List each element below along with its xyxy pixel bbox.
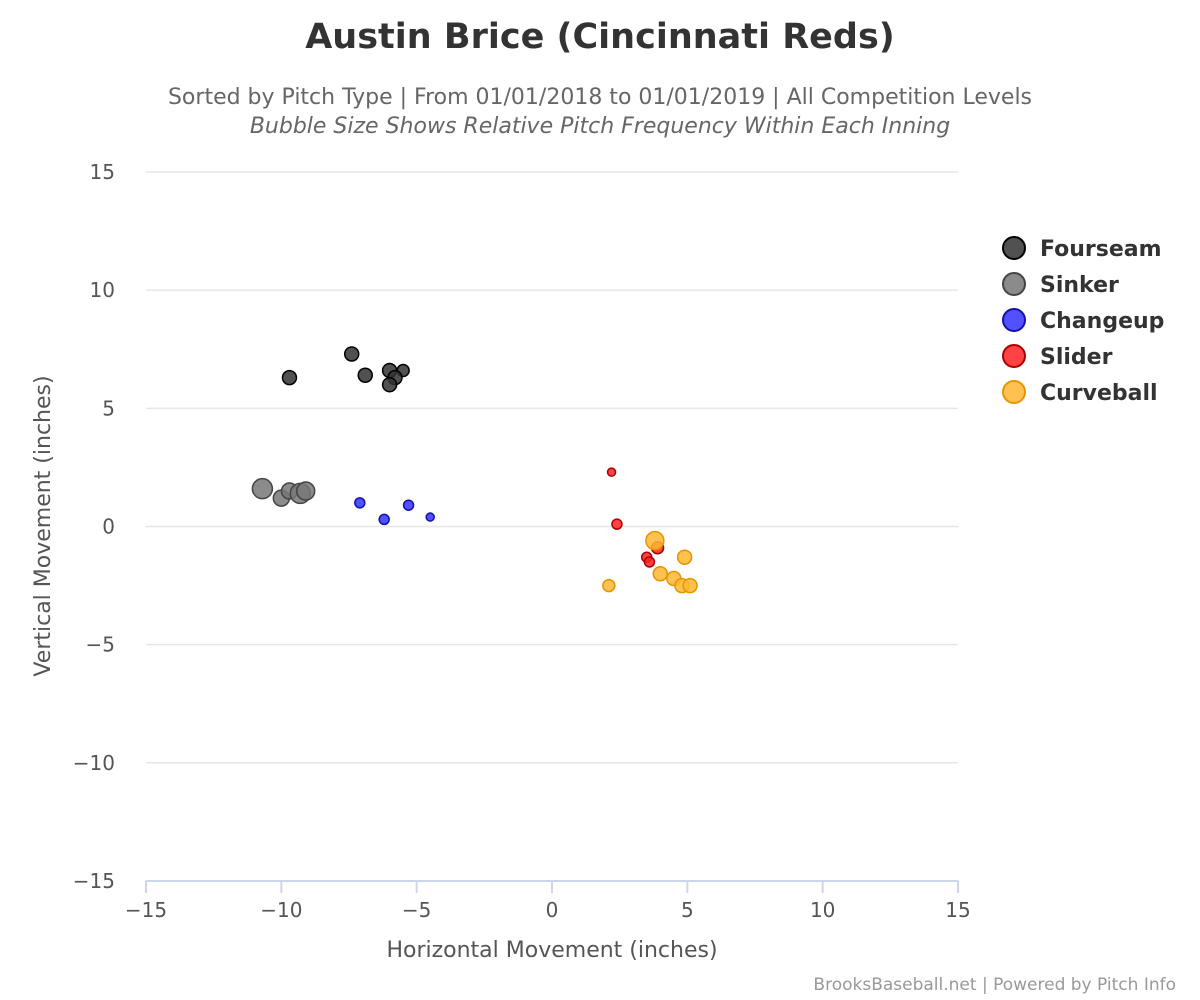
legend-item-curveball[interactable]: Curveball [1002,380,1158,406]
legend-marker-slider [1002,344,1026,368]
series-sinker [251,477,316,507]
y-tick-label-6: 15 [90,160,115,184]
y-tick-label-3: 0 [102,515,115,539]
legend-marker-fourseam [1002,236,1026,260]
data-point-curveball-1[interactable] [645,530,665,551]
legend-marker-changeup [1002,308,1026,332]
data-point-slider-1[interactable] [611,518,623,530]
legend-label-slider: Slider [1040,345,1113,370]
legend-marker-sinker [1002,272,1026,296]
x-axis [145,880,959,893]
data-point-slider-3[interactable] [643,556,656,568]
legend-item-changeup[interactable]: Changeup [1002,308,1164,334]
chart-subtitle-note: Bubble Size Shows Relative Pitch Frequen… [250,114,950,139]
y-tick-label-2: −5 [86,633,115,657]
x-tick-label-3: 0 [546,898,559,922]
series-curveball [602,530,698,594]
x-tick-label-6: 15 [945,898,970,922]
data-point-fourseam-2[interactable] [357,367,373,383]
data-point-curveball-0[interactable] [602,578,616,593]
legend-label-curveball: Curveball [1040,381,1158,406]
legend-marker-curveball [1002,380,1026,404]
x-tick-label-4: 5 [681,898,694,922]
legend-item-sinker[interactable]: Sinker [1002,272,1119,298]
y-tick-label-0: −15 [73,869,115,893]
x-axis-tick-labels: −15 −10 −5 0 5 10 15 [125,898,971,922]
grid-lines [146,171,958,764]
data-point-changeup-3[interactable] [425,512,435,522]
legend-label-sinker: Sinker [1040,273,1119,298]
data-point-sinker-0[interactable] [251,477,274,500]
legend-label-fourseam: Fourseam [1040,237,1162,262]
x-tick-label-5: 10 [810,898,835,922]
chart-subtitle: Sorted by Pitch Type | From 01/01/2018 t… [168,85,1032,110]
x-tick-label-2: −5 [402,898,431,922]
data-point-changeup-1[interactable] [378,513,390,526]
data-point-fourseam-0[interactable] [281,369,298,386]
data-point-fourseam-6[interactable] [381,376,398,393]
data-point-changeup-0[interactable] [354,497,366,509]
data-point-sinker-4[interactable] [295,481,316,501]
x-axis-title: Horizontal Movement (inches) [386,938,717,963]
y-axis-tick-labels: −15 −10 −5 0 5 10 15 [73,160,115,893]
data-point-curveball-2[interactable] [652,566,669,582]
legend: Fourseam Sinker Changeup Slider Curveball [1002,236,1164,406]
y-tick-label-4: 5 [102,396,115,420]
data-point-curveball-5[interactable] [676,549,693,565]
data-point-curveball-6[interactable] [682,577,698,594]
series-changeup [354,497,435,526]
data-point-fourseam-1[interactable] [343,346,360,362]
plot-points [251,346,698,594]
legend-item-slider[interactable]: Slider [1002,344,1113,370]
data-point-slider-0[interactable] [606,467,617,477]
x-tick-label-1: −10 [260,898,302,922]
chart-title: Austin Brice (Cincinnati Reds) [305,17,895,57]
legend-item-fourseam[interactable]: Fourseam [1002,236,1162,262]
credit-text: BrooksBaseball.net | Powered by Pitch In… [813,975,1176,995]
y-axis-title: Vertical Movement (inches) [31,375,56,676]
y-tick-label-1: −10 [73,751,115,775]
legend-label-changeup: Changeup [1040,309,1164,334]
series-fourseam [281,346,410,393]
x-tick-label-0: −15 [125,898,167,922]
data-point-changeup-2[interactable] [402,499,415,511]
y-tick-label-5: 10 [90,278,115,302]
